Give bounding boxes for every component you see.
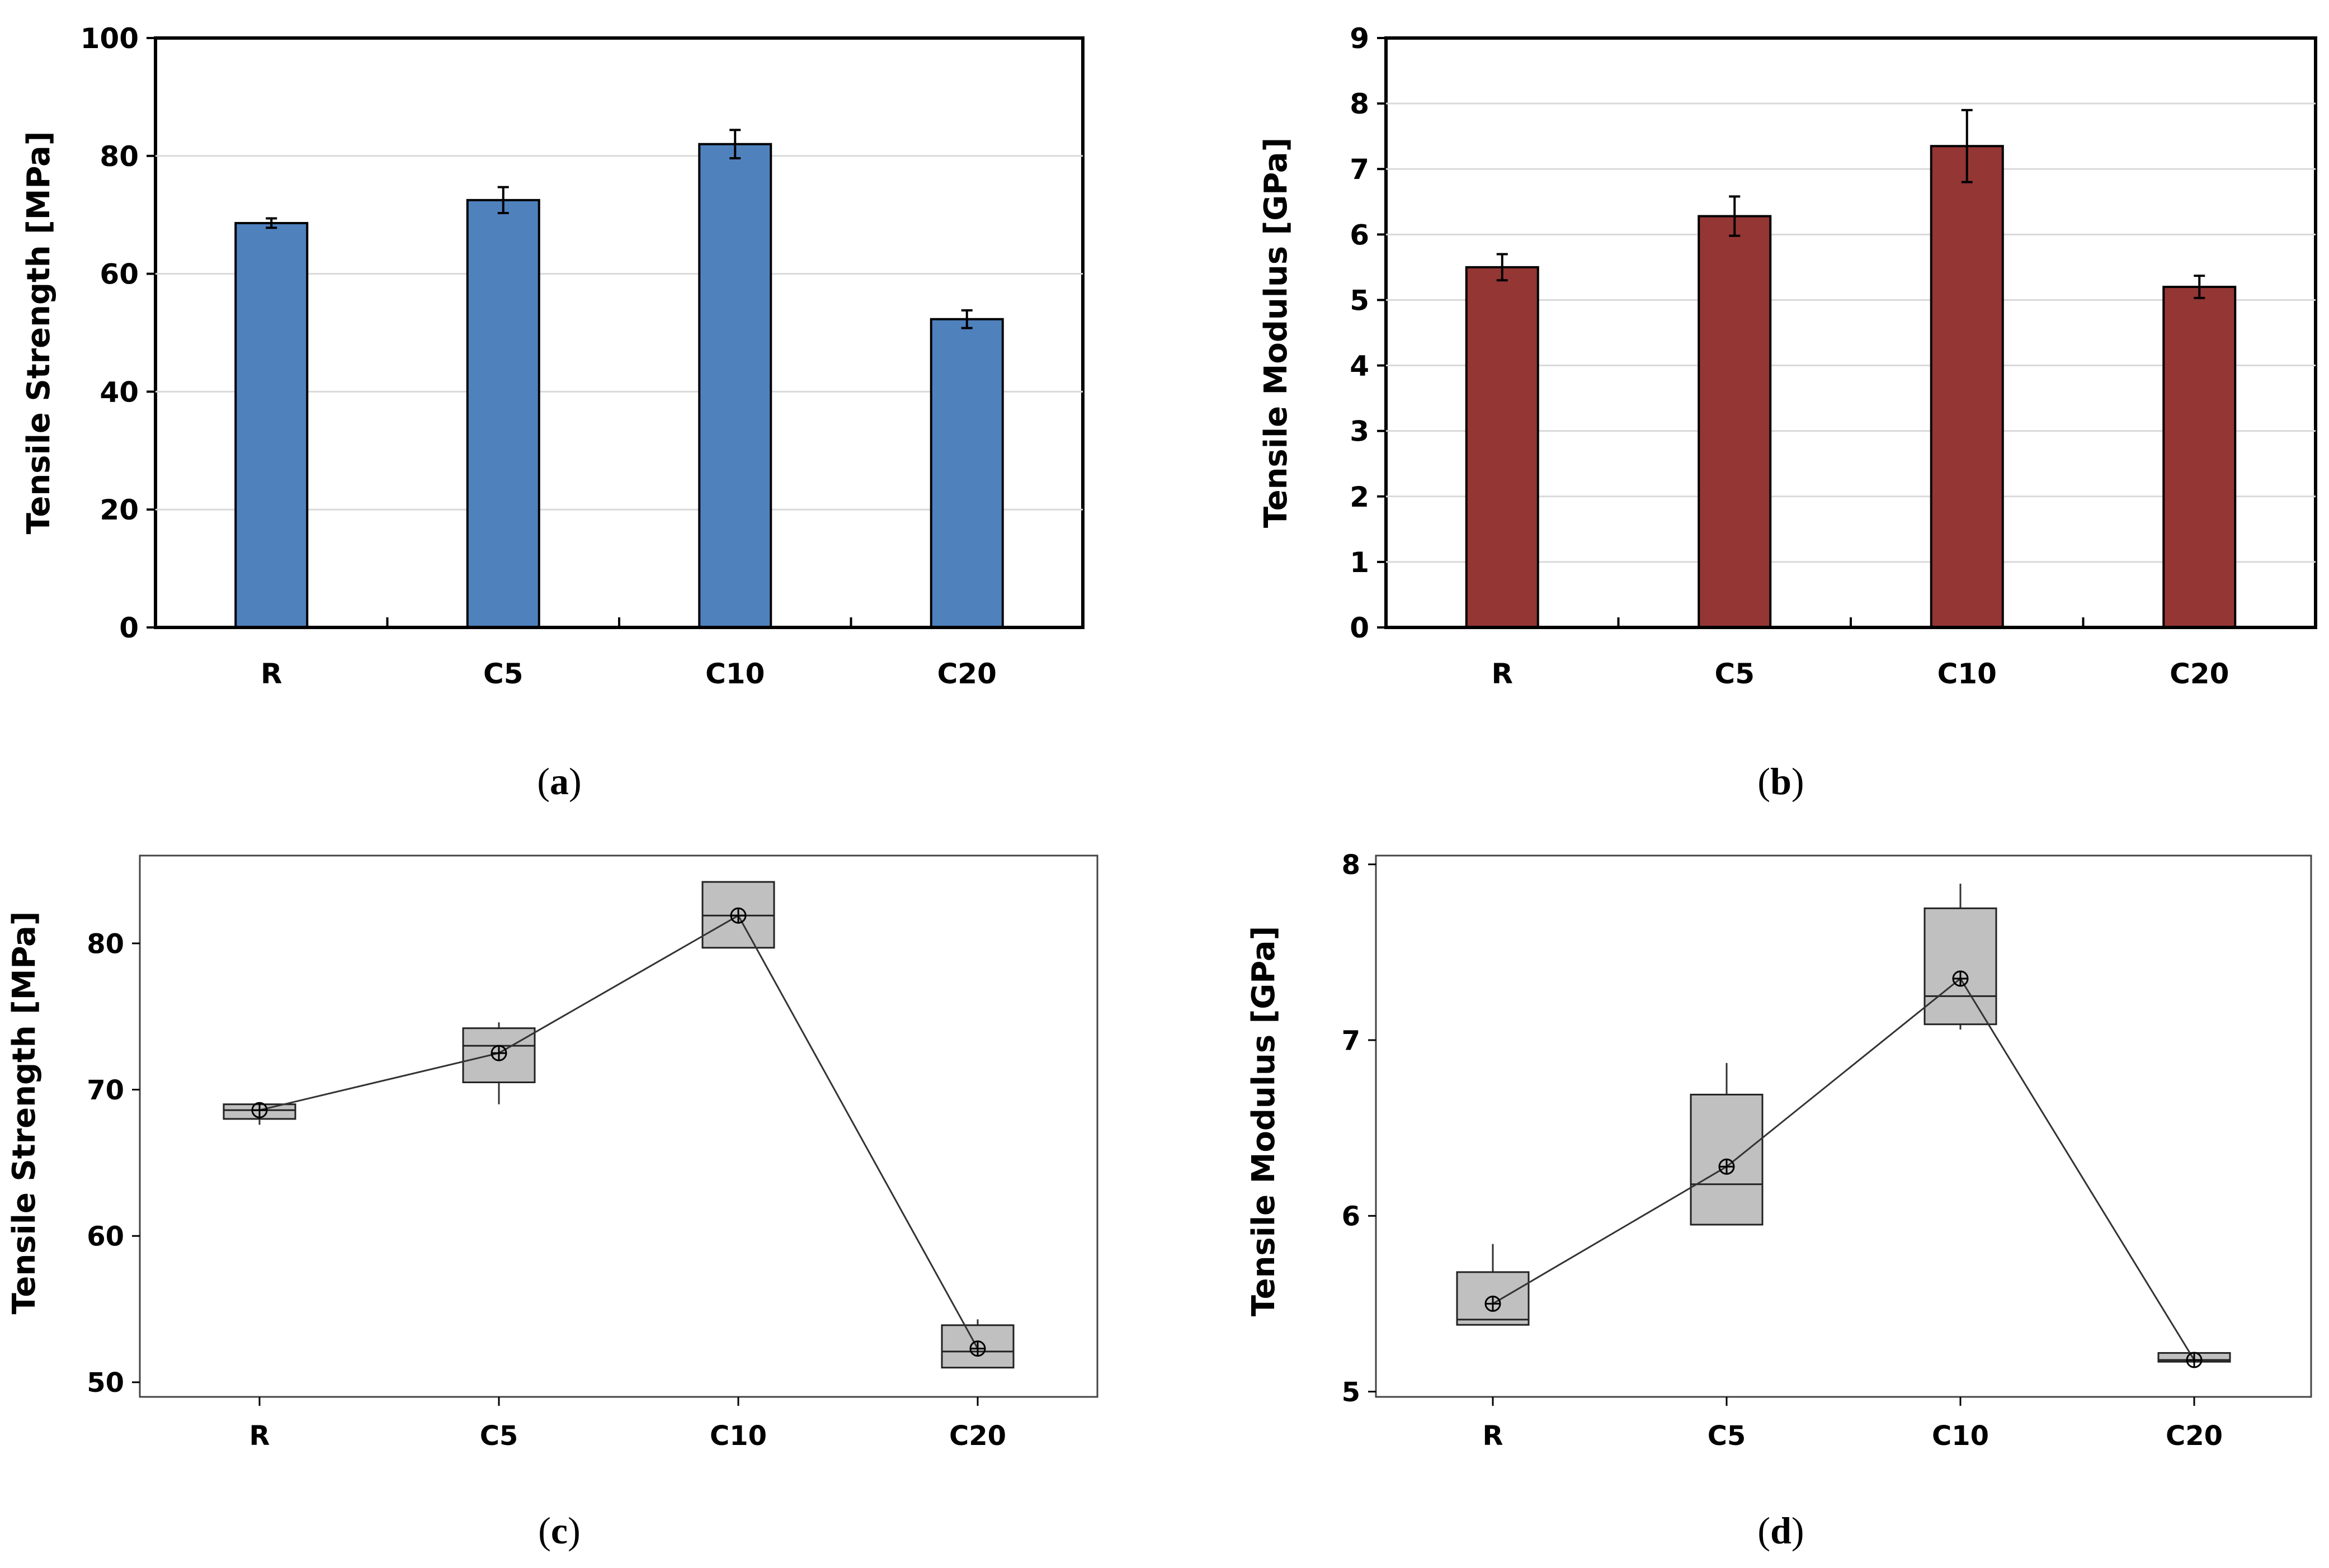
y-tick-label: 5	[1342, 1377, 1360, 1408]
x-tick-label: C10	[1937, 658, 1997, 690]
x-tick-label: R	[249, 1420, 270, 1452]
mean-marker	[1718, 1158, 1735, 1175]
box	[1456, 1271, 1530, 1326]
y-tick-label: 20	[100, 494, 139, 526]
x-tick-label: C5	[483, 658, 523, 690]
mean-marker	[2186, 1352, 2203, 1368]
y-tick-label: 40	[100, 376, 139, 408]
y-axis-title: Tensile Strength [MPa]	[21, 131, 57, 535]
x-tick-label: C5	[1708, 1420, 1746, 1452]
bar	[930, 318, 1004, 629]
y-tick-label: 0	[1350, 612, 1369, 644]
x-tick-label: C10	[1932, 1420, 1989, 1452]
caption-paren-open: (	[1757, 760, 1770, 802]
y-tick-label: 6	[1342, 1201, 1360, 1232]
x-tick-label: C5	[1715, 658, 1755, 690]
bar	[1930, 145, 2004, 629]
mean-marker	[969, 1340, 986, 1357]
x-tick-label: R	[261, 658, 282, 690]
bar	[466, 199, 540, 629]
caption-paren-close: )	[568, 1509, 581, 1552]
y-tick-label: 4	[1350, 350, 1369, 382]
y-tick-label: 5	[1350, 284, 1369, 317]
x-tick-label: C10	[710, 1420, 767, 1452]
panel-caption: (b)	[1757, 760, 1804, 802]
y-tick-label: 1	[1350, 546, 1369, 579]
x-tick-label: C10	[705, 658, 765, 690]
bar	[234, 221, 309, 629]
caption-letter: a	[550, 760, 569, 802]
plot-frame	[1384, 36, 2317, 629]
plot-frame	[1375, 854, 2312, 1398]
y-tick-label: 8	[1350, 88, 1369, 120]
x-tick-label: C20	[937, 658, 997, 690]
panel-a-tensile-strength-bar-chart: 0 20 40 60 80 100 R C5 C10 C20 Tensile Strength [M…	[21, 22, 1085, 802]
panel-c-tensile-strength-box-plot: 50 60 70 80 R C5 C10 C20 Tensile Strength [MPa] (…	[6, 854, 1099, 1552]
x-tick-label: C20	[2170, 658, 2229, 690]
x-tick-label: C20	[2166, 1420, 2223, 1452]
y-tick-label: 80	[100, 140, 139, 173]
y-tick-label: 80	[87, 928, 124, 960]
caption-paren-open: (	[537, 760, 550, 802]
x-tick-label: C20	[949, 1420, 1006, 1452]
mean-marker	[730, 907, 747, 924]
plot-frame	[139, 854, 1099, 1398]
y-axis-title: Tensile Strength [MPa]	[6, 911, 43, 1315]
y-tick-label: 3	[1350, 415, 1369, 448]
y-tick-label: 9	[1350, 22, 1369, 55]
mean-marker	[491, 1045, 507, 1061]
y-tick-label: 70	[87, 1075, 124, 1106]
caption-letter: b	[1770, 760, 1791, 802]
panel-d-tensile-modulus-box-plot: 5 6 7 8 R C5 C10 C20 Tensile Modulus [GPa] (d)	[1246, 849, 2312, 1552]
y-tick-label: 8	[1342, 849, 1360, 881]
y-tick-label: 0	[119, 612, 139, 644]
mean-connect-line	[259, 914, 979, 1349]
x-tick-label: C5	[480, 1420, 518, 1452]
y-tick-label: 2	[1350, 481, 1369, 513]
caption-paren-open: (	[538, 1509, 551, 1552]
x-tick-label: R	[1491, 658, 1513, 690]
y-tick-label: 6	[1350, 219, 1369, 251]
y-tick-label: 60	[100, 258, 139, 291]
y-axis-title: Tensile Modulus [GPa]	[1258, 138, 1294, 528]
bar	[2162, 286, 2237, 629]
mean-connect-line	[1492, 977, 2195, 1361]
panel-caption: (d)	[1757, 1509, 1804, 1552]
y-tick-label: 60	[87, 1221, 124, 1252]
y-tick-label: 7	[1350, 153, 1369, 186]
mean-marker	[251, 1102, 268, 1118]
panel-caption: (c)	[538, 1509, 581, 1552]
caption-letter: c	[551, 1509, 568, 1552]
y-tick-label: 50	[87, 1367, 124, 1399]
y-axis-title: Tensile Modulus [GPa]	[1246, 926, 1282, 1316]
plot-frame	[154, 36, 1085, 629]
mean-marker	[1952, 970, 1969, 987]
caption-paren-open: (	[1757, 1509, 1770, 1552]
caption-paren-close: )	[1791, 1509, 1804, 1552]
caption-letter: d	[1770, 1509, 1791, 1552]
mean-marker	[1484, 1295, 1501, 1312]
bar	[1698, 215, 1772, 629]
bar	[698, 143, 772, 629]
y-tick-label: 7	[1342, 1025, 1360, 1056]
bar	[1465, 266, 1539, 629]
caption-paren-close: )	[569, 760, 582, 802]
panel-b-tensile-modulus-bar-chart: 0 1 2 3 4 5 6 7 8 9 R C5 C10 C20 Tensile Modulus [GPa]…	[1258, 22, 2317, 802]
caption-paren-close: )	[1791, 760, 1804, 802]
x-tick-label: R	[1483, 1420, 1503, 1452]
panel-caption: (a)	[537, 760, 581, 802]
y-tick-label: 100	[81, 22, 139, 55]
box	[1923, 907, 1997, 1026]
